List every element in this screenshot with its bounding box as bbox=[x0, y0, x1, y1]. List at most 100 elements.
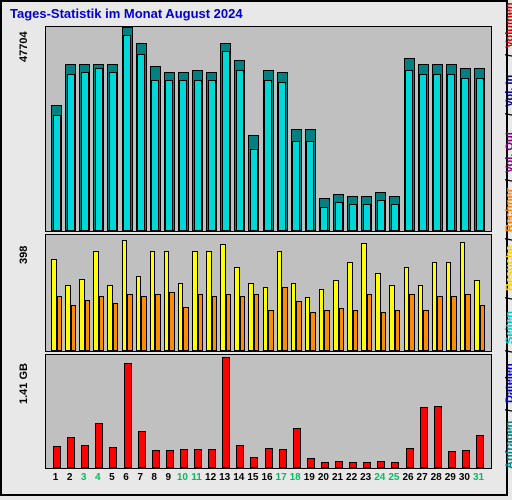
legend-sep: / bbox=[504, 238, 512, 241]
legend-sep: / bbox=[504, 297, 512, 300]
bar-dateien bbox=[335, 202, 343, 231]
bar bbox=[95, 423, 103, 469]
bar bbox=[321, 462, 329, 468]
legend-sep: / bbox=[504, 350, 512, 353]
xlabel: 30 bbox=[458, 472, 471, 483]
bar-dateien bbox=[264, 80, 272, 231]
xlabel: 21 bbox=[331, 472, 344, 483]
bar bbox=[198, 294, 204, 351]
bar bbox=[250, 457, 258, 468]
bar-dateien bbox=[67, 74, 75, 231]
legend-sep: / bbox=[504, 54, 512, 57]
bar bbox=[141, 296, 147, 351]
xlabel: 12 bbox=[204, 472, 217, 483]
bar bbox=[310, 312, 316, 351]
bar bbox=[57, 296, 63, 351]
bar-dateien bbox=[151, 80, 159, 231]
chart-title: Tages-Statistik im Monat August 2024 bbox=[10, 6, 243, 21]
bar bbox=[282, 287, 288, 351]
xlabel: 19 bbox=[303, 472, 316, 483]
bar bbox=[434, 406, 442, 468]
bar bbox=[212, 296, 218, 351]
bar bbox=[85, 300, 91, 351]
bar bbox=[339, 308, 345, 351]
bar-dateien bbox=[363, 204, 371, 231]
bar bbox=[480, 305, 486, 351]
bar-dateien bbox=[123, 35, 131, 231]
xlabel: 8 bbox=[148, 472, 161, 483]
bar-dateien bbox=[236, 70, 244, 231]
xlabel: 4 bbox=[91, 472, 104, 483]
legend-item: Seiten bbox=[504, 311, 512, 344]
bar bbox=[53, 446, 61, 468]
bar-dateien bbox=[476, 78, 484, 231]
bar bbox=[307, 458, 315, 468]
bar bbox=[124, 363, 132, 468]
legend-item: Anfragen bbox=[504, 421, 512, 469]
bar-dateien bbox=[53, 115, 61, 231]
bar bbox=[353, 310, 359, 351]
bar-dateien bbox=[250, 149, 258, 231]
bar bbox=[208, 449, 216, 468]
bar bbox=[448, 451, 456, 468]
xlabel: 17 bbox=[275, 472, 288, 483]
bar bbox=[335, 461, 343, 468]
bar-dateien bbox=[165, 80, 173, 231]
bar bbox=[236, 445, 244, 468]
bar bbox=[406, 448, 414, 468]
legend-item: Volumen bbox=[504, 2, 512, 48]
xlabel: 11 bbox=[190, 472, 203, 483]
legend-item: Rechner bbox=[504, 188, 512, 232]
bar-dateien bbox=[278, 82, 286, 231]
bar bbox=[254, 294, 260, 351]
legend-sep: / bbox=[504, 113, 512, 116]
ylabel-mid: 398 bbox=[18, 246, 30, 264]
bar bbox=[462, 450, 470, 468]
bar bbox=[180, 449, 188, 468]
xlabel: 2 bbox=[63, 472, 76, 483]
xlabel: 24 bbox=[373, 472, 386, 483]
bar-dateien bbox=[81, 72, 89, 231]
bar bbox=[367, 294, 373, 351]
bar-dateien bbox=[391, 204, 399, 231]
xlabel: 28 bbox=[430, 472, 443, 483]
bar-dateien bbox=[109, 72, 117, 231]
xlabel: 14 bbox=[232, 472, 245, 483]
legend-item: Dateien bbox=[504, 363, 512, 403]
bar bbox=[166, 450, 174, 468]
xlabel: 10 bbox=[176, 472, 189, 483]
bar-dateien bbox=[377, 200, 385, 231]
xlabel: 29 bbox=[444, 472, 457, 483]
xlabel: 16 bbox=[261, 472, 274, 483]
chart-frame: Tages-Statistik im Monat August 2024 477… bbox=[0, 0, 508, 496]
bar bbox=[391, 462, 399, 468]
bar bbox=[409, 294, 415, 351]
xlabel: 3 bbox=[77, 472, 90, 483]
legend-item: Besuche bbox=[504, 246, 512, 292]
xlabel: 23 bbox=[359, 472, 372, 483]
bar bbox=[169, 292, 175, 351]
bar bbox=[67, 437, 75, 468]
bar bbox=[226, 294, 232, 351]
xlabel: 18 bbox=[289, 472, 302, 483]
bar bbox=[381, 312, 387, 351]
bar bbox=[194, 449, 202, 468]
bar bbox=[113, 303, 119, 351]
xlabel: 22 bbox=[345, 472, 358, 483]
bar bbox=[293, 428, 301, 468]
bar-dateien bbox=[447, 74, 455, 231]
ylabel-top: 47704 bbox=[18, 31, 30, 62]
bar bbox=[109, 447, 117, 468]
bar bbox=[71, 305, 77, 351]
bar-dateien bbox=[320, 207, 328, 231]
bar bbox=[155, 294, 161, 351]
panel-top bbox=[45, 26, 492, 232]
legend-item: Vol. Out bbox=[504, 132, 512, 173]
bar bbox=[296, 301, 302, 351]
legend-item: Vol. In bbox=[504, 75, 512, 107]
bar bbox=[423, 310, 429, 351]
bar-dateien bbox=[95, 68, 103, 231]
bar-dateien bbox=[208, 80, 216, 231]
bar-dateien bbox=[433, 74, 441, 231]
panel-mid bbox=[45, 234, 492, 352]
